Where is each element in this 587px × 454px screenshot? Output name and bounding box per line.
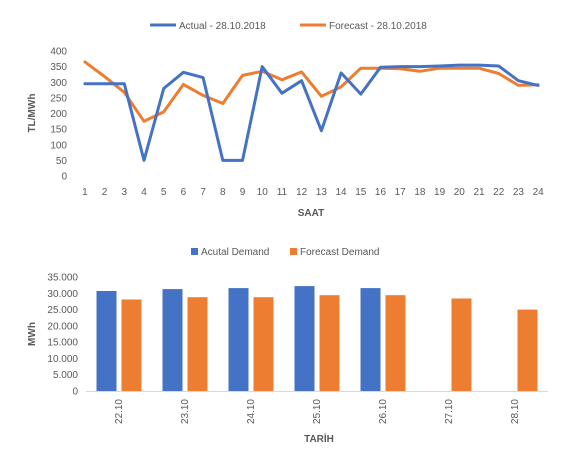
bar-legend: Acutal Demand Forecast Demand: [191, 247, 379, 258]
line-x-tick-label: 24: [533, 187, 545, 198]
line-x-tick-label: 1: [82, 187, 88, 198]
bar-y-tick-label: 30.000: [47, 289, 78, 300]
line-y-tick-label: 200: [50, 109, 67, 120]
bar-x-tick-label: 24.10: [246, 399, 257, 424]
legend-label-forecast-demand: Forecast Demand: [300, 247, 379, 258]
line-x-tick-label: 8: [220, 187, 226, 198]
bar-actual-demand: [294, 286, 315, 391]
legend-label-forecast: Forecast - 28.10.2018: [329, 21, 427, 32]
bar-y-tick-label: 20.000: [47, 321, 78, 332]
line-x-tick-label: 2: [102, 187, 108, 198]
line-y-tick-label: 300: [50, 78, 67, 89]
bar-x-axis-title: TARİH: [304, 432, 334, 445]
legend-swatch-actual-demand: [191, 248, 198, 255]
line-x-tick-labels: 1 2 3 4 5 6 7 8 9 10 11 12 13 14 15 16 17 18 19 20 21 22 23 24: [82, 187, 544, 198]
bar-x-tick-label: 22.10: [114, 399, 125, 424]
line-y-axis-title: TL/MWh: [27, 94, 38, 133]
bar-y-tick-labels: 0 5.000 10.000 15.000 20.000 25.000 30.000 35.0…: [47, 273, 78, 398]
line-x-tick-label: 13: [316, 187, 328, 198]
line-x-tick-label: 9: [240, 187, 246, 198]
line-x-tick-label: 21: [473, 187, 485, 198]
line-x-tick-label: 23: [513, 187, 525, 198]
bar-forecast-demand: [319, 295, 340, 391]
line-y-tick-labels: 0 50 100 150 200 250 300 350 400: [50, 47, 67, 183]
line-x-tick-label: 14: [336, 187, 348, 198]
line-x-tick-label: 10: [257, 187, 269, 198]
line-x-tick-label: 16: [375, 187, 387, 198]
line-chart: Actual - 28.10.2018 Forecast - 28.10.201…: [27, 21, 544, 219]
line-y-tick-label: 350: [50, 62, 67, 73]
bar-actual-demand: [162, 289, 183, 391]
line-y-tick-label: 0: [61, 172, 67, 183]
line-y-tick-label: 150: [50, 125, 67, 136]
line-x-tick-label: 20: [454, 187, 466, 198]
line-x-tick-label: 12: [296, 187, 308, 198]
line-series: [83, 60, 540, 162]
bar-x-tick-label: 26.10: [378, 399, 389, 424]
line-x-tick-label: 18: [414, 187, 426, 198]
bar-forecast-demand: [451, 298, 472, 391]
bar-y-tick-label: 15.000: [47, 338, 78, 349]
bar-x-tick-labels: 22.10 23.10 24.10 25.10 26.10 27.10 28.10: [114, 399, 521, 424]
line-legend: Actual - 28.10.2018 Forecast - 28.10.201…: [150, 21, 427, 32]
line-x-tick-label: 3: [121, 187, 127, 198]
line-x-tick-label: 6: [181, 187, 187, 198]
bar-y-axis-title: MWh: [27, 322, 38, 346]
bar-actual-demand: [228, 288, 249, 391]
bar-actual-demand: [360, 288, 381, 391]
line-x-tick-label: 19: [434, 187, 446, 198]
line-x-tick-label: 11: [277, 187, 288, 198]
line-x-tick-label: 4: [141, 187, 147, 198]
bar-y-tick-label: 5.000: [53, 370, 78, 381]
bar-actual-demand: [96, 291, 117, 391]
bar-chart: Acutal Demand Forecast Demand 0 5.000 10.0…: [27, 247, 548, 445]
bar-forecast-demand: [517, 309, 538, 391]
bar-y-tick-label: 25.000: [47, 305, 78, 316]
line-x-axis-title: SAAT: [298, 208, 324, 219]
bar-forecast-demand: [253, 297, 274, 391]
series-line-forecast: [83, 60, 540, 123]
bar-x-tick-label: 27.10: [444, 399, 455, 424]
bar-y-tick-label: 10.000: [47, 354, 78, 365]
line-x-tick-label: 5: [161, 187, 167, 198]
legend-label-actual: Actual - 28.10.2018: [179, 21, 266, 32]
bar-forecast-demand: [187, 297, 208, 391]
bar-x-tick-label: 28.10: [510, 399, 521, 424]
bar-y-tick-label: 0: [72, 387, 78, 398]
legend-swatch-forecast-demand: [290, 248, 297, 255]
bar-series: [96, 286, 538, 391]
line-y-tick-label: 100: [50, 140, 67, 151]
line-x-tick-label: 15: [355, 187, 367, 198]
line-y-tick-label: 50: [56, 156, 68, 167]
bar-forecast-demand: [385, 295, 406, 391]
bar-forecast-demand: [121, 299, 142, 391]
line-y-tick-label: 400: [50, 47, 67, 58]
bar-y-tick-label: 35.000: [47, 273, 78, 284]
line-y-tick-label: 250: [50, 93, 67, 104]
line-x-tick-label: 7: [200, 187, 206, 198]
bar-x-tick-label: 25.10: [312, 399, 323, 424]
series-line-actual: [83, 63, 540, 162]
bar-x-tick-label: 23.10: [180, 399, 191, 424]
line-x-tick-label: 17: [395, 187, 407, 198]
legend-label-actual-demand: Acutal Demand: [201, 247, 269, 258]
line-x-tick-label: 22: [493, 187, 505, 198]
